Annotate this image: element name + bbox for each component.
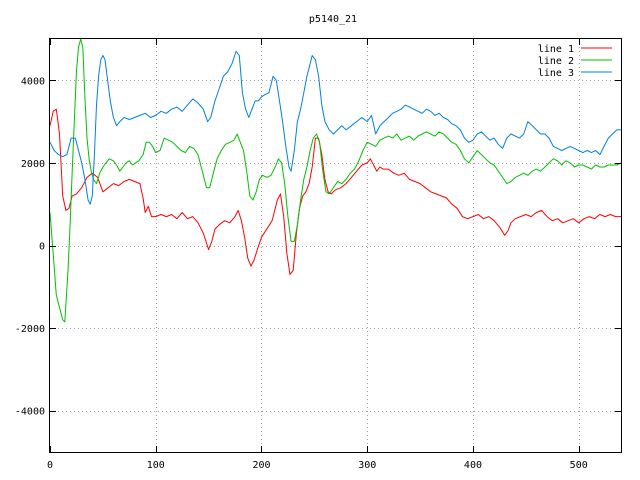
x-tick-label: 200 (252, 460, 270, 471)
y-tick-label: 0 (39, 242, 45, 253)
legend-label: line 1 (538, 44, 574, 55)
series-line-3 (49, 50, 621, 205)
x-tick-label: 300 (358, 460, 376, 471)
series-line-2 (49, 38, 622, 323)
legend-label: line 2 (538, 56, 574, 67)
y-tick-label: 4000 (21, 76, 45, 87)
plot-frame (49, 38, 622, 453)
y-tick-label: 2000 (21, 159, 45, 170)
legend-label: line 3 (538, 68, 574, 79)
x-tick-label: 0 (47, 460, 53, 471)
x-tick-label: 400 (464, 460, 482, 471)
x-tick-label: 100 (147, 460, 165, 471)
y-tick-label: -4000 (15, 407, 45, 418)
y-tick-label: -2000 (15, 324, 45, 335)
axis-ticks: 0 100 200 300 400 500 -4000 -2000 0 2000 4000 (15, 39, 621, 471)
series-lines (49, 38, 622, 323)
grid (50, 39, 621, 452)
series-line-1 (49, 108, 621, 275)
x-tick-label: 500 (570, 460, 588, 471)
chart-title: p5140_21 (309, 14, 357, 25)
